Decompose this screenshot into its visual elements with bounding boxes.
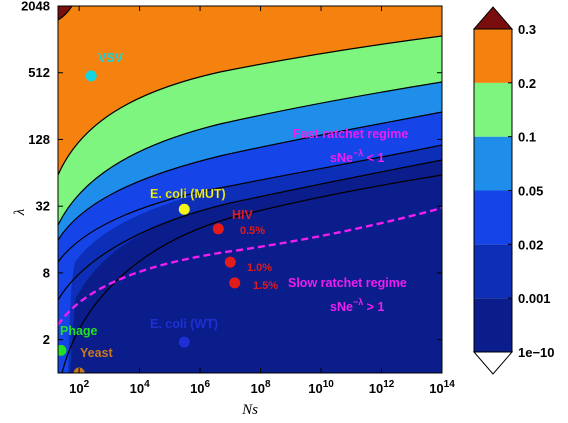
data-point-4 <box>229 277 241 289</box>
x-tick-label-0: 102 <box>69 379 89 396</box>
label-hiv-1.5: 1.5% <box>253 280 278 292</box>
plot-frame <box>57 5 443 374</box>
colorbar-band-4 <box>474 136 512 191</box>
y-tick-label-2: 32 <box>36 199 50 214</box>
contour-band-orange <box>58 6 442 175</box>
data-point-1 <box>178 203 190 215</box>
regime-boundary-line <box>58 206 442 326</box>
y-tick-label-1: 8 <box>43 265 50 280</box>
y-tick-label-0: 2 <box>43 332 50 347</box>
data-point-6 <box>58 344 67 356</box>
label-hiv-0.5: 0.5% <box>240 225 265 237</box>
label-ecoli-mut: E. coli (MUT) <box>150 187 226 201</box>
fast-regime-condition: sNe−λ < 1 <box>330 148 384 165</box>
colorbar-band-2 <box>474 244 512 299</box>
data-point-5 <box>178 336 190 348</box>
colorbar-band-5 <box>474 82 512 137</box>
label-phage: Phage <box>60 324 98 338</box>
slow-regime-label: Slow ratchet regime <box>288 276 407 290</box>
label-vsv: VSV <box>98 51 124 65</box>
colorbar-label-5: 0.2 <box>518 76 536 91</box>
colorbar-band-3 <box>474 190 512 245</box>
data-point-3 <box>224 256 236 268</box>
x-tick-label-3: 108 <box>251 379 271 396</box>
colorbar-cap-low <box>472 351 514 375</box>
label-yeast: Yeast <box>80 346 114 360</box>
x-tick-label-5: 1012 <box>369 379 395 396</box>
slow-regime-condition: sNe−λ > 1 <box>330 297 384 314</box>
y-axis-ticks: 2 8 32 128 512 2048 <box>21 0 442 347</box>
label-hiv-1.0: 1.0% <box>247 262 272 274</box>
data-point-0 <box>85 70 97 82</box>
contour-band-light-blue <box>58 78 442 240</box>
contour-lines <box>58 6 442 373</box>
species-points <box>58 70 241 373</box>
y-tick-label-5: 2048 <box>21 0 50 14</box>
colorbar-label-1: 0.001 <box>518 291 551 306</box>
point-labels: VSV E. coli (MUT) HIV 0.5% 1.0% 1.5% E. … <box>60 51 278 360</box>
label-hiv: HIV <box>232 208 254 222</box>
data-point-2 <box>212 223 224 235</box>
y-tick-label-4: 512 <box>28 65 50 80</box>
label-ecoli-wt: E. coli (WT) <box>150 317 218 331</box>
regime-labels: Fast ratchet regime sNe−λ < 1 Slow ratch… <box>288 127 408 314</box>
colorbar-band-6 <box>474 29 512 83</box>
fast-regime-label: Fast ratchet regime <box>293 127 408 141</box>
colorbar-label-0: 1e−10 <box>518 345 555 360</box>
y-tick-label-3: 128 <box>28 132 50 147</box>
colorbar-label-6: 0.3 <box>518 22 536 37</box>
contour-band-maroon <box>58 6 72 20</box>
contour-band-green <box>58 32 442 225</box>
x-axis-ticks: 102 104 106 108 1010 1012 1014 <box>69 6 455 396</box>
x-axis-label: Ns <box>241 402 258 418</box>
y-axis-label: λ <box>12 208 28 216</box>
colorbar-band-1 <box>474 298 512 352</box>
x-tick-label-6: 1014 <box>429 379 455 396</box>
x-tick-label-2: 106 <box>190 379 210 396</box>
x-tick-label-1: 104 <box>130 379 150 396</box>
x-tick-label-4: 1010 <box>308 379 334 396</box>
contour-plot <box>58 6 442 373</box>
colorbar-label-2: 0.02 <box>518 237 543 252</box>
colorbar-label-4: 0.1 <box>518 130 536 145</box>
colorbar-label-3: 0.05 <box>518 184 543 199</box>
contour-band-dark-navy <box>58 152 442 373</box>
colorbar-cap-high <box>472 6 514 30</box>
